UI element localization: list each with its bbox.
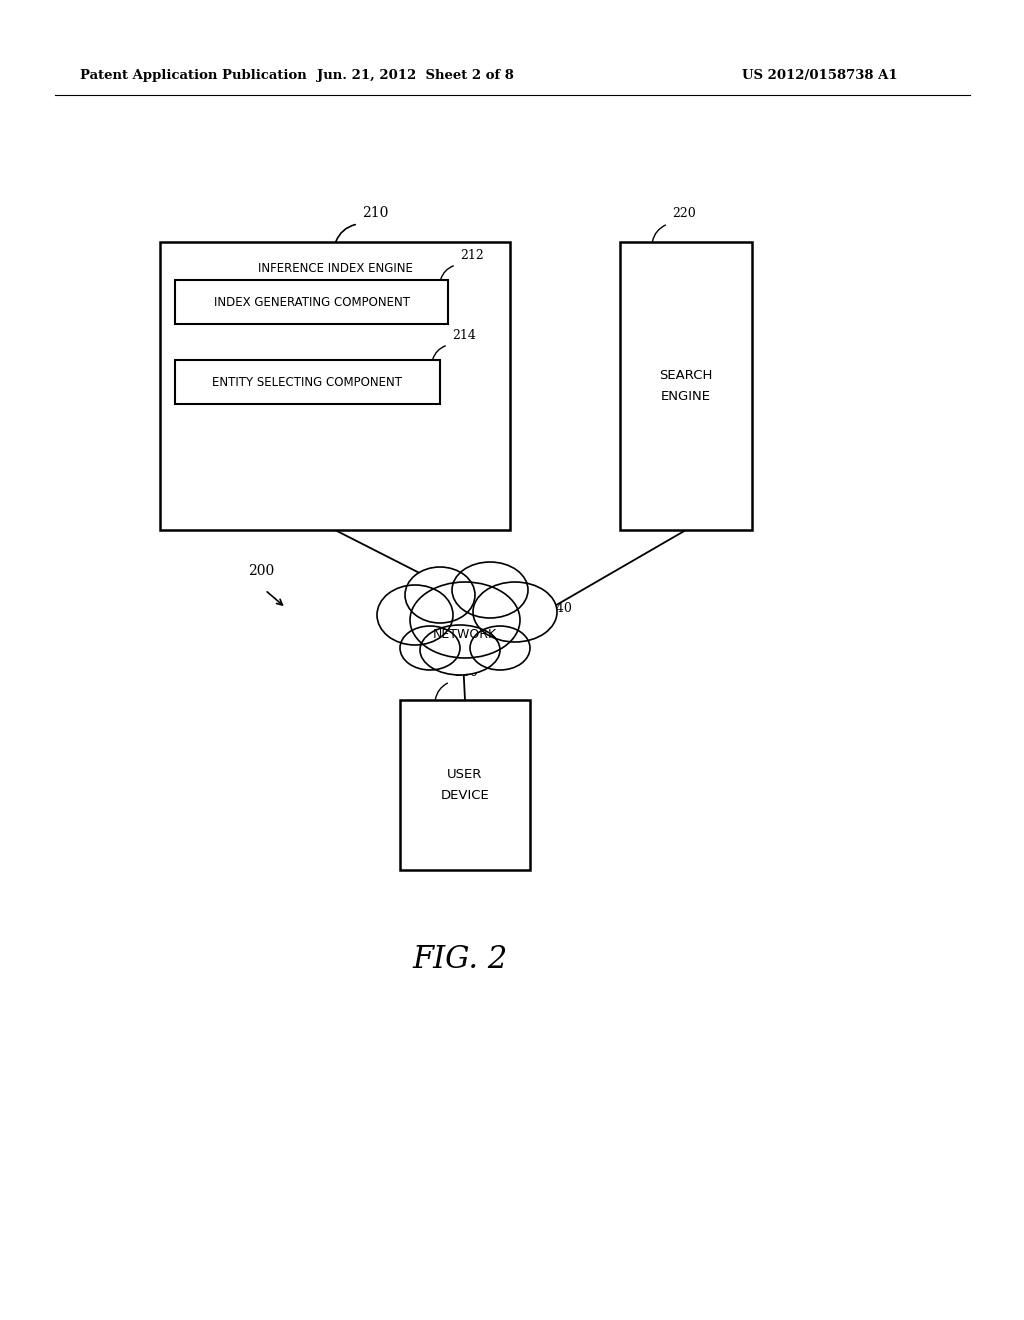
Ellipse shape	[400, 626, 460, 671]
Text: INFERENCE INDEX ENGINE: INFERENCE INDEX ENGINE	[258, 261, 413, 275]
Text: US 2012/0158738 A1: US 2012/0158738 A1	[742, 69, 898, 82]
Bar	[620, 242, 752, 531]
Ellipse shape	[473, 582, 557, 642]
Text: 220: 220	[672, 207, 695, 220]
Ellipse shape	[452, 562, 528, 618]
Text: 230: 230	[454, 667, 478, 678]
Text: Patent Application Publication: Patent Application Publication	[80, 69, 307, 82]
Ellipse shape	[420, 624, 500, 675]
Text: ENTITY SELECTING COMPONENT: ENTITY SELECTING COMPONENT	[213, 375, 402, 388]
Ellipse shape	[470, 626, 530, 671]
Ellipse shape	[406, 568, 475, 623]
Text: FIG. 2: FIG. 2	[413, 945, 508, 975]
Bar	[400, 700, 530, 870]
Text: 200: 200	[248, 564, 274, 578]
Bar	[175, 360, 440, 404]
Ellipse shape	[377, 585, 453, 645]
Text: NETWORK: NETWORK	[433, 628, 497, 642]
Text: SEARCH
ENGINE: SEARCH ENGINE	[659, 370, 713, 403]
Ellipse shape	[410, 582, 520, 657]
Bar	[160, 242, 510, 531]
Text: 210: 210	[362, 206, 388, 220]
Text: 214: 214	[452, 329, 476, 342]
Text: 212: 212	[460, 249, 483, 261]
Text: Jun. 21, 2012  Sheet 2 of 8: Jun. 21, 2012 Sheet 2 of 8	[316, 69, 513, 82]
Text: USER
DEVICE: USER DEVICE	[440, 768, 489, 803]
Bar	[175, 280, 449, 323]
Text: INDEX GENERATING COMPONENT: INDEX GENERATING COMPONENT	[213, 296, 410, 309]
Text: 240: 240	[548, 602, 571, 615]
